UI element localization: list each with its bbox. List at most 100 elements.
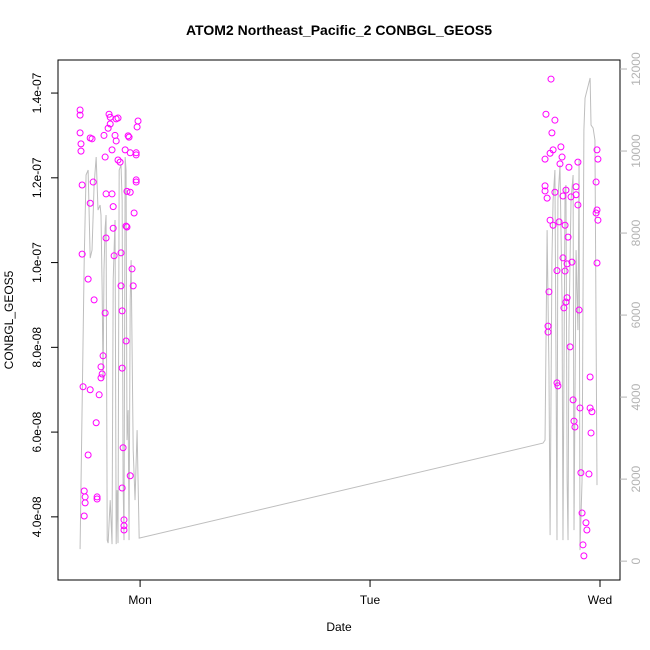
data-point bbox=[548, 129, 556, 137]
data-point bbox=[132, 176, 140, 184]
data-point bbox=[86, 199, 94, 207]
data-point bbox=[89, 178, 97, 186]
data-point bbox=[593, 146, 601, 154]
data-point bbox=[98, 370, 106, 378]
x-tick-label: Wed bbox=[588, 593, 612, 607]
x-axis-label: Date bbox=[326, 620, 352, 634]
data-point bbox=[124, 132, 132, 140]
data-point bbox=[588, 408, 596, 416]
data-point bbox=[79, 383, 87, 391]
data-point bbox=[557, 143, 565, 151]
data-point bbox=[120, 522, 128, 530]
data-point bbox=[99, 352, 107, 360]
data-point bbox=[543, 194, 551, 202]
data-point bbox=[122, 337, 130, 345]
y2-tick-label: 0 bbox=[629, 557, 643, 564]
data-point bbox=[547, 75, 555, 83]
data-point bbox=[114, 114, 122, 122]
data-point bbox=[551, 116, 559, 124]
data-point bbox=[545, 288, 553, 296]
data-point bbox=[109, 224, 117, 232]
data-point bbox=[108, 190, 116, 198]
data-point bbox=[578, 509, 586, 517]
data-point bbox=[101, 153, 109, 161]
data-point bbox=[129, 282, 137, 290]
data-point bbox=[121, 146, 129, 154]
data-point bbox=[562, 186, 570, 194]
data-point bbox=[76, 106, 84, 114]
data-point bbox=[97, 363, 105, 371]
data-point bbox=[126, 472, 134, 480]
y-tick-label: 1.2e-07 bbox=[30, 157, 44, 198]
data-point bbox=[575, 306, 583, 314]
data-point bbox=[566, 343, 574, 351]
data-point bbox=[554, 382, 562, 390]
data-point bbox=[580, 552, 588, 560]
data-point bbox=[555, 218, 563, 226]
data-point bbox=[126, 188, 134, 196]
data-point bbox=[549, 146, 557, 154]
data-point bbox=[579, 541, 587, 549]
data-point bbox=[585, 470, 593, 478]
data-point bbox=[97, 374, 105, 382]
data-point bbox=[80, 512, 88, 520]
plot-box bbox=[57, 59, 621, 581]
data-point bbox=[563, 260, 571, 268]
data-point bbox=[128, 265, 136, 273]
x-tick-label: Mon bbox=[128, 593, 151, 607]
data-point bbox=[86, 386, 94, 394]
data-point bbox=[84, 451, 92, 459]
data-point bbox=[88, 135, 96, 143]
data-point bbox=[102, 234, 110, 242]
data-point bbox=[104, 124, 112, 132]
data-point bbox=[108, 146, 116, 154]
data-point bbox=[571, 423, 579, 431]
data-point bbox=[92, 419, 100, 427]
data-point bbox=[559, 192, 567, 200]
y2-tick-label: 4000 bbox=[629, 383, 643, 410]
data-point bbox=[109, 203, 117, 211]
data-point bbox=[130, 209, 138, 217]
data-point bbox=[77, 140, 85, 148]
data-point bbox=[76, 129, 84, 137]
data-point bbox=[561, 221, 569, 229]
x-tick-label: Tue bbox=[360, 593, 381, 607]
data-point bbox=[586, 373, 594, 381]
data-point bbox=[583, 526, 591, 534]
data-point bbox=[592, 209, 600, 217]
data-point bbox=[126, 149, 134, 157]
data-point bbox=[95, 391, 103, 399]
data-point bbox=[134, 117, 142, 125]
data-point bbox=[574, 158, 582, 166]
data-point bbox=[559, 254, 567, 262]
data-point bbox=[561, 267, 569, 275]
y-tick-label: 1.0e-07 bbox=[30, 242, 44, 283]
data-point bbox=[569, 396, 577, 404]
data-point bbox=[541, 155, 549, 163]
data-point bbox=[587, 429, 595, 437]
data-point bbox=[594, 155, 602, 163]
data-point bbox=[76, 111, 84, 119]
data-point bbox=[110, 252, 118, 260]
data-point bbox=[556, 160, 564, 168]
data-point bbox=[132, 178, 140, 186]
data-point bbox=[553, 267, 561, 275]
y-tick-label: 4.0e-08 bbox=[30, 496, 44, 537]
data-point bbox=[112, 137, 120, 145]
y-tick-label: 8.0e-08 bbox=[30, 327, 44, 368]
data-point bbox=[100, 131, 108, 139]
y2-tick-label: 10000 bbox=[629, 134, 643, 168]
chart-title: ATOM2 Northeast_Pacific_2 CONBGL_GEOS5 bbox=[186, 22, 492, 38]
data-point bbox=[586, 404, 594, 412]
data-point bbox=[114, 156, 122, 164]
data-point bbox=[574, 201, 582, 209]
data-point bbox=[594, 216, 602, 224]
data-point bbox=[542, 110, 550, 118]
data-point bbox=[119, 444, 127, 452]
y2-tick-label: 8000 bbox=[629, 219, 643, 246]
data-point bbox=[117, 282, 125, 290]
data-point bbox=[93, 493, 101, 501]
data-point bbox=[549, 221, 557, 229]
